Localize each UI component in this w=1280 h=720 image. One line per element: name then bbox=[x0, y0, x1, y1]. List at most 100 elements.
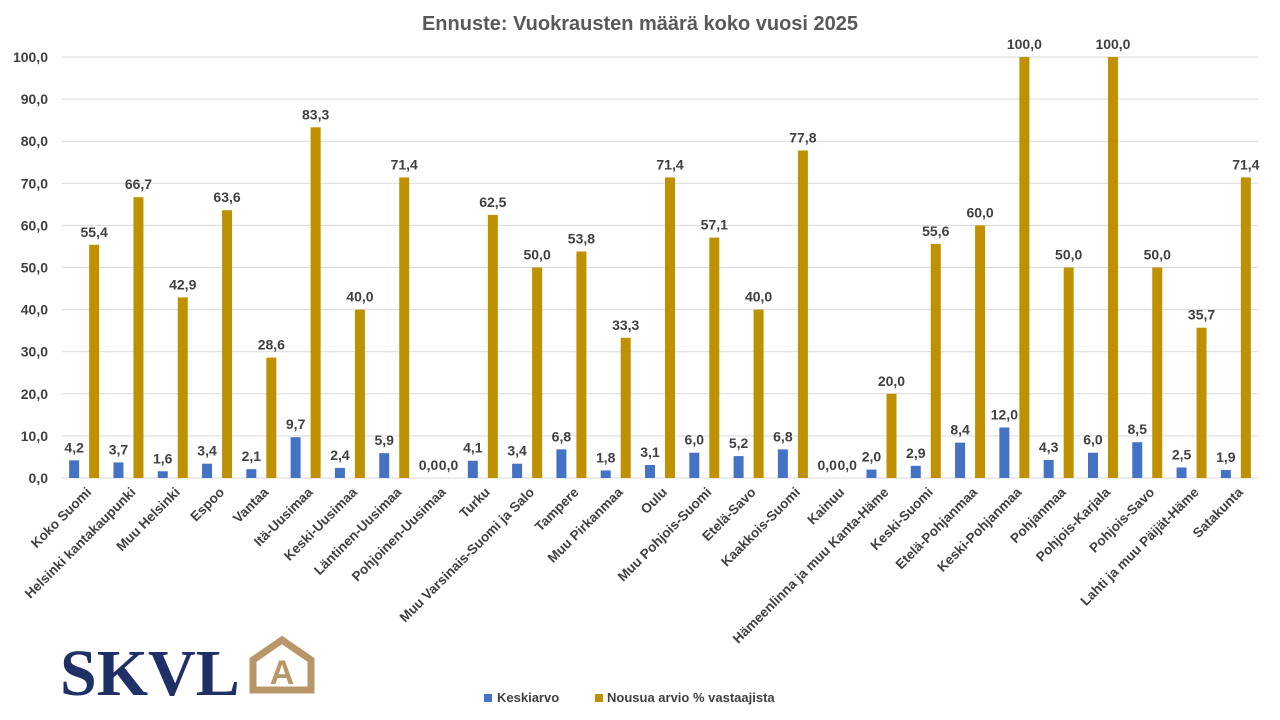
x-category-label: Hämeenlinna ja muu Kanta-Häme bbox=[730, 484, 892, 646]
data-label-keskiarvo: 8,5 bbox=[1128, 421, 1148, 437]
data-label-keskiarvo: 3,1 bbox=[640, 444, 660, 460]
house-a-emblem-icon: A bbox=[249, 635, 315, 694]
bar-nousua bbox=[1240, 177, 1251, 478]
bar-nousua bbox=[1107, 57, 1118, 478]
data-label-keskiarvo: 5,9 bbox=[374, 432, 394, 448]
bar-keskiarvo bbox=[467, 460, 478, 478]
data-label-nousua: 40,0 bbox=[745, 289, 772, 305]
y-tick-label: 80,0 bbox=[21, 133, 48, 149]
gridlines bbox=[62, 56, 1258, 479]
data-label-keskiarvo: 3,4 bbox=[197, 443, 217, 459]
bar-nousua bbox=[1063, 267, 1074, 478]
bar-nousua bbox=[532, 267, 543, 478]
data-label-keskiarvo: 0,0 bbox=[419, 457, 439, 473]
bar-keskiarvo bbox=[600, 470, 611, 478]
bar-keskiarvo bbox=[1043, 459, 1054, 478]
data-label-nousua: 66,7 bbox=[125, 176, 152, 192]
data-label-nousua: 77,8 bbox=[789, 129, 816, 145]
data-label-nousua: 60,0 bbox=[966, 204, 993, 220]
data-label-nousua: 71,4 bbox=[391, 156, 418, 172]
data-label-keskiarvo: 5,2 bbox=[729, 435, 749, 451]
data-label-keskiarvo: 3,7 bbox=[109, 441, 129, 457]
bar-nousua bbox=[133, 197, 144, 478]
data-label-keskiarvo: 6,0 bbox=[685, 432, 705, 448]
y-tick-label: 0,0 bbox=[29, 470, 49, 486]
data-label-nousua: 57,1 bbox=[701, 217, 728, 233]
data-label-nousua: 28,6 bbox=[258, 337, 285, 353]
bar-nousua bbox=[354, 309, 365, 478]
data-label-nousua: 55,6 bbox=[922, 223, 949, 239]
bar-nousua bbox=[310, 127, 321, 478]
x-category-label: Espoo bbox=[187, 485, 227, 525]
x-category-label: Etelä-Pohjanmaa bbox=[893, 484, 981, 572]
data-label-keskiarvo: 4,1 bbox=[463, 440, 483, 456]
y-tick-label: 70,0 bbox=[21, 175, 48, 191]
data-label-nousua: 63,6 bbox=[213, 189, 240, 205]
data-label-keskiarvo: 2,0 bbox=[862, 449, 882, 465]
bar-keskiarvo bbox=[645, 464, 655, 478]
data-label-nousua: 0,0 bbox=[439, 457, 459, 473]
legend-swatch-keskiarvo bbox=[484, 694, 492, 702]
bar-nousua bbox=[1152, 267, 1163, 478]
x-category-label: Muu Pirkanmaa bbox=[545, 484, 627, 566]
skvl-logo: SKVL A bbox=[60, 635, 315, 710]
data-label-keskiarvo: 2,1 bbox=[242, 448, 262, 464]
bar-nousua bbox=[222, 210, 233, 478]
data-label-nousua: 50,0 bbox=[523, 247, 550, 263]
bar-nousua bbox=[665, 177, 675, 478]
data-label-keskiarvo: 1,8 bbox=[596, 449, 616, 465]
bar-keskiarvo bbox=[556, 449, 567, 478]
data-label-nousua: 83,3 bbox=[302, 106, 329, 122]
emblem-letter: A bbox=[270, 654, 295, 692]
data-label-nousua: 20,0 bbox=[878, 373, 905, 389]
bar-nousua bbox=[1196, 327, 1207, 478]
x-category-label: Kainuu bbox=[804, 485, 847, 528]
bar-keskiarvo bbox=[910, 465, 921, 478]
bar-keskiarvo bbox=[1132, 442, 1143, 478]
bar-keskiarvo bbox=[1176, 467, 1187, 478]
bar-keskiarvo bbox=[113, 462, 124, 478]
data-label-keskiarvo: 1,9 bbox=[1216, 449, 1236, 465]
chart-title: Ennuste: Vuokrausten määrä koko vuosi 20… bbox=[422, 13, 858, 35]
data-label-keskiarvo: 4,2 bbox=[64, 439, 84, 455]
bar-keskiarvo bbox=[866, 469, 877, 478]
bar-keskiarvo bbox=[1220, 470, 1231, 478]
data-label-nousua: 33,3 bbox=[612, 317, 639, 333]
bar-nousua bbox=[177, 297, 188, 478]
bar-keskiarvo bbox=[999, 427, 1010, 478]
data-label-keskiarvo: 2,4 bbox=[330, 447, 350, 463]
bar-nousua bbox=[930, 243, 941, 478]
logo-wordmark: SKVL bbox=[60, 637, 240, 710]
legend: Keskiarvo Nousua arvio % vastaajista bbox=[484, 690, 775, 705]
x-category-label: Keski-Pohjanmaa bbox=[934, 484, 1025, 575]
data-label-keskiarvo: 3,4 bbox=[507, 443, 527, 459]
bar-keskiarvo bbox=[157, 471, 168, 478]
bar-nousua bbox=[753, 309, 764, 478]
bar-keskiarvo bbox=[777, 449, 788, 478]
data-label-keskiarvo: 9,7 bbox=[286, 416, 306, 432]
bar-nousua bbox=[886, 393, 897, 478]
data-label-nousua: 35,7 bbox=[1188, 307, 1215, 323]
y-tick-label: 50,0 bbox=[21, 260, 48, 276]
x-category-label: Oulu bbox=[638, 485, 670, 517]
bar-nousua bbox=[797, 150, 808, 478]
bar-keskiarvo bbox=[334, 467, 345, 478]
bar-nousua bbox=[399, 177, 410, 478]
data-label-keskiarvo: 2,5 bbox=[1172, 446, 1192, 462]
data-label-nousua: 53,8 bbox=[568, 231, 595, 247]
legend-label-nousua: Nousua arvio % vastaajista bbox=[607, 690, 775, 705]
bar-nousua bbox=[576, 251, 587, 478]
bar-keskiarvo bbox=[689, 452, 700, 478]
x-category-label: Vantaa bbox=[230, 484, 272, 526]
bar-keskiarvo bbox=[512, 463, 523, 478]
legend-label-keskiarvo: Keskiarvo bbox=[497, 690, 559, 705]
bar-nousua bbox=[709, 237, 720, 478]
bar-nousua bbox=[975, 225, 986, 478]
bar-keskiarvo bbox=[1087, 452, 1098, 478]
x-category-label: Kaakkois-Suomi bbox=[718, 485, 803, 570]
bar-keskiarvo bbox=[290, 437, 301, 478]
data-label-keskiarvo: 4,3 bbox=[1039, 439, 1059, 455]
bar-nousua bbox=[620, 337, 631, 478]
